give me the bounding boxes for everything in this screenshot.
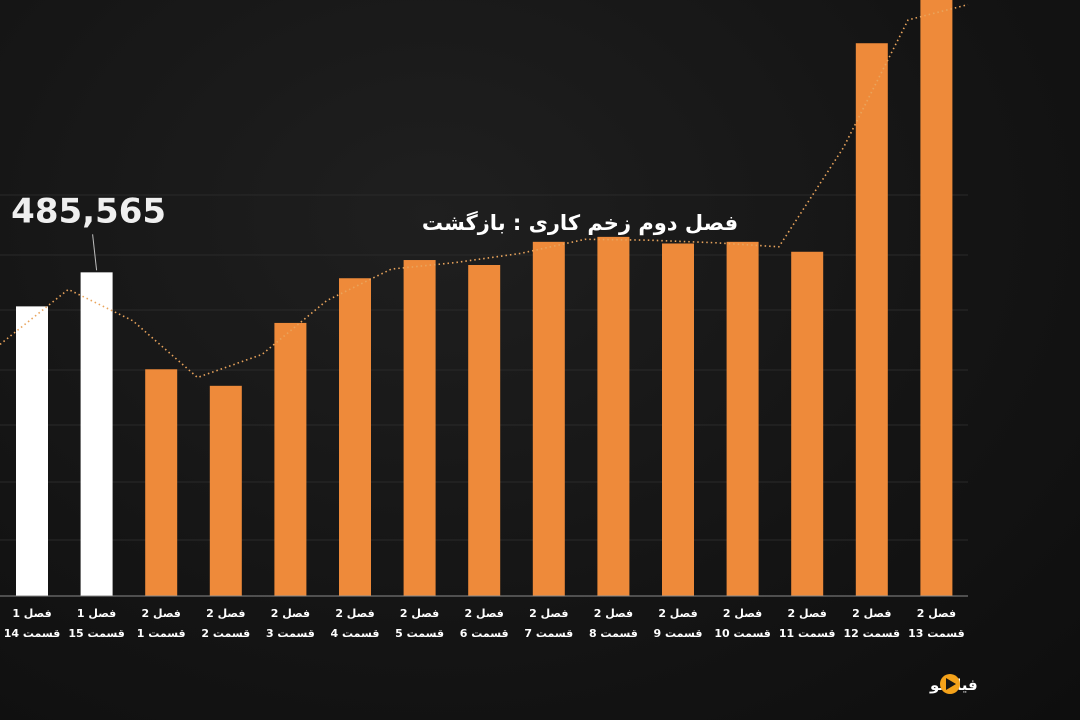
bar <box>145 369 178 596</box>
x-tick-label: فصل 2 <box>852 607 891 620</box>
bar <box>403 260 436 596</box>
bar <box>662 243 694 597</box>
x-tick-label: قسمت 10 <box>714 627 771 640</box>
x-tick-label: قسمت 12 <box>844 627 901 640</box>
x-tick-label: قسمت 8 <box>589 627 638 640</box>
bar <box>920 0 953 597</box>
x-tick-label: فصل 2 <box>788 607 827 620</box>
x-tick-label: قسمت 6 <box>460 627 509 640</box>
bar <box>532 241 565 596</box>
brand-logo: فیلیمو <box>929 674 978 694</box>
bar <box>855 43 888 597</box>
x-tick-label: قسمت 9 <box>654 627 703 640</box>
x-tick-label: فصل 1 <box>77 607 116 620</box>
x-tick-label: فصل 2 <box>917 607 956 620</box>
x-tick-label: قسمت 14 <box>4 627 61 640</box>
trend-line <box>0 3 969 379</box>
x-tick-label: فصل 2 <box>271 607 310 620</box>
bar <box>80 272 113 596</box>
bar <box>597 236 630 597</box>
x-tick-label: قسمت 4 <box>331 627 380 640</box>
bar <box>339 278 371 596</box>
x-tick-label: فصل 2 <box>206 607 245 620</box>
x-tick-label: قسمت 7 <box>524 627 573 640</box>
bar <box>791 251 824 596</box>
x-tick-label: فصل 2 <box>723 607 762 620</box>
bar <box>209 385 242 596</box>
x-tick-label: قسمت 11 <box>779 627 836 640</box>
x-tick-label: قسمت 2 <box>201 627 250 640</box>
bar <box>726 241 759 596</box>
x-tick-label: فصل 2 <box>465 607 504 620</box>
x-tick-label: قسمت 1 <box>137 627 186 640</box>
x-tick-label: قسمت 3 <box>266 627 315 640</box>
bar <box>274 322 307 596</box>
x-tick-label: فصل 2 <box>658 607 697 620</box>
bar <box>468 265 501 596</box>
data-labels: 485,565652,167 <box>11 191 166 271</box>
x-tick-label: فصل 2 <box>594 607 633 620</box>
x-tick-labels: فصل 1 قسمت 14 فصل 1 قسمت 15 فصل 2 قسمت 1 فصل 2… <box>4 607 965 640</box>
bar <box>16 306 48 596</box>
x-tick-label: قسمت 5 <box>395 627 444 640</box>
chart-title: فصل دوم زخم کاری : بازگشت <box>422 210 738 235</box>
data-label: 485,565 <box>11 191 166 231</box>
x-tick-label: فصل 1 <box>12 607 51 620</box>
x-tick-label: فصل 2 <box>529 607 568 620</box>
x-tick-label: فصل 2 <box>400 607 439 620</box>
x-tick-label: فصل 2 <box>142 607 181 620</box>
x-tick-label: فصل 2 <box>335 607 374 620</box>
x-tick-label: قسمت 13 <box>908 627 965 640</box>
play-triangle-icon <box>940 674 960 694</box>
leader-line <box>92 234 98 271</box>
x-tick-label: قسمت 15 <box>68 627 125 640</box>
bars <box>16 0 953 597</box>
